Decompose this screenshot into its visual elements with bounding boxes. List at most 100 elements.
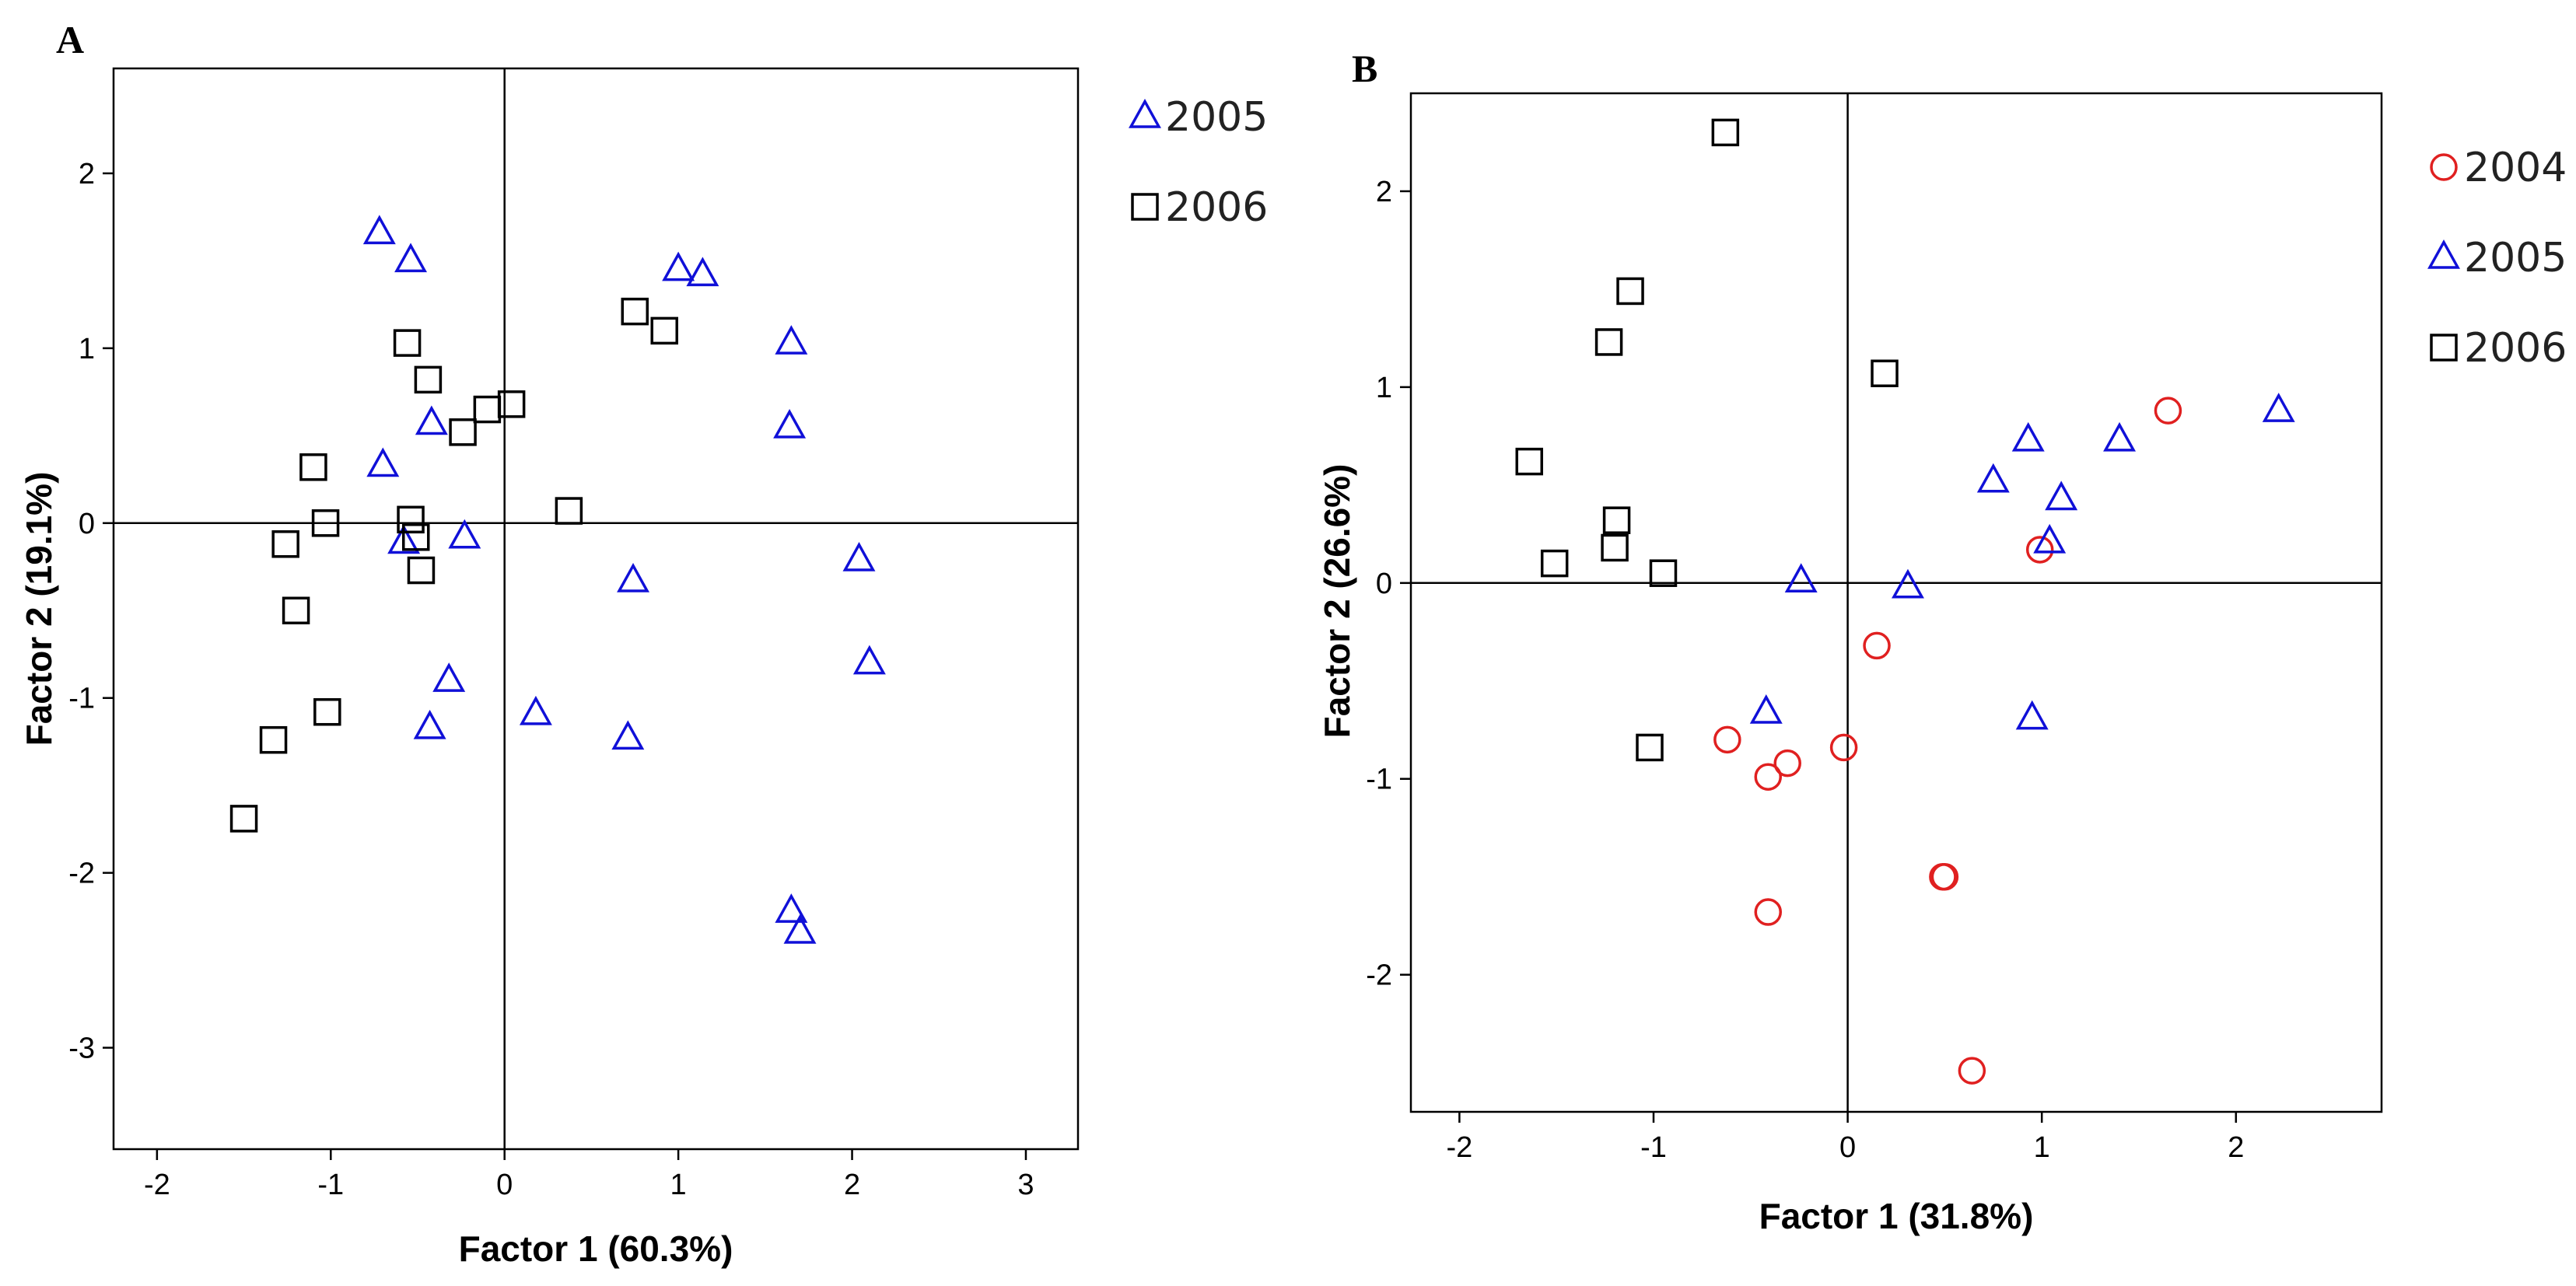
- data-point: 2005: (-0.23, -0.08): [448, 519, 481, 549]
- legend-item-2006: 2006: [2430, 325, 2567, 372]
- data-point: 2004: (-0.02, -0.84): [1829, 733, 1858, 762]
- data-point: 2004: (0.15, -0.32): [1863, 631, 1891, 660]
- y-tick-label: 2: [79, 158, 95, 190]
- data-point: 2006: (0.92, 1.1): [650, 316, 679, 345]
- data-point: 2005: (-0.42, 0.57): [415, 405, 448, 435]
- data-point: 2006: (-1.2, 0.18): [1601, 533, 1629, 562]
- series-2004: 2004: (1.65, 0.88) 2004: (0.99, 0.17) 2004…: [1713, 397, 2182, 1085]
- x-tick-label: -2: [144, 1169, 170, 1201]
- legend-label: 2005: [1165, 94, 1268, 141]
- data-point: 2005: (-0.43, -1.17): [413, 709, 446, 739]
- series-2005: 2005: (0.93, 0.73)2005: (0.75, 0.52) 2005…: [1749, 393, 2295, 730]
- series-2006: 2006: (-0.56, 1.03)2006: (-0.44, 0.82)20…: [229, 297, 679, 833]
- legend: 2004 2005 2006: [2427, 145, 2567, 372]
- legend: 2005 2006: [1129, 94, 1268, 231]
- panel-letter: B: [1352, 47, 1377, 90]
- data-point: 2005: (1.4, 0.73): [2103, 421, 2137, 452]
- data-point: 2005: (-0.7, 0.33): [366, 447, 400, 477]
- data-point: 2006: (-0.54, 0.02): [397, 505, 425, 534]
- data-point: 2006: (-0.48, -0.27): [407, 556, 436, 585]
- data-point: 2004: (0.64, -2.49): [1958, 1057, 1986, 1085]
- data-point: 2006: (-1.33, -1.24): [259, 725, 288, 754]
- data-point: 2004: (0.5, -1.5): [1930, 862, 1959, 891]
- data-point: 2006: (-1.23, 1.23): [1594, 328, 1623, 356]
- y-tick-label: -1: [68, 683, 95, 715]
- data-point: 2005: (-0.58, -0.11): [387, 524, 421, 554]
- data-point: 2006: (-1.64, 0.62): [1515, 447, 1544, 476]
- legend-item-2005: 2005: [1129, 94, 1268, 141]
- data-point: 2005: (2.22, 0.88): [2262, 393, 2295, 422]
- data-point: 2005: (-0.32, -0.9): [432, 662, 466, 692]
- data-point: 2004: (-0.62, -0.8): [1713, 725, 1741, 754]
- x-tick-label: 1: [670, 1169, 687, 1201]
- legend-item-2006: 2006: [1131, 184, 1268, 231]
- data-point: 2006: (-1.51, 0.1): [1540, 549, 1569, 578]
- data-point: 2006: (-0.1, 0.65): [473, 395, 502, 424]
- data-point: 2005: (1.64, 0.55): [773, 409, 807, 439]
- data-point: 2005: (0.95, -0.69): [2015, 700, 2049, 730]
- data-point: 2006: (-1.02, -0.84): [1636, 733, 1664, 762]
- panel-letter: A: [56, 18, 84, 61]
- y-tick-label: 1: [79, 333, 95, 365]
- y-tick-label: 2: [1376, 176, 1392, 208]
- plot-frame: [1409, 92, 2383, 1113]
- legend-label: 2006: [2464, 325, 2567, 372]
- data-point: 2005: (0.75, 0.52): [1976, 463, 2010, 493]
- data-point: 2006: (0.75, 1.21): [621, 297, 649, 326]
- y-axis-title: Factor 2 (26.6%): [1317, 464, 1357, 739]
- legend-marker-triangle-icon: [2427, 239, 2460, 269]
- y-tick-label: 1: [1376, 372, 1392, 404]
- data-point: 2006: (-1.02, -1.08): [313, 697, 341, 726]
- data-point: 2005: (1.1, 0.43): [2045, 481, 2078, 511]
- data-point: 2006: (-1.2, -0.5): [282, 596, 310, 624]
- x-tick-label: 0: [1839, 1131, 1856, 1164]
- data-point: 2004: (1.65, 0.88): [2154, 397, 2182, 425]
- data-point: 2005: (0.18, -1.09): [519, 695, 552, 725]
- legend-label: 2004: [2464, 145, 2567, 191]
- legend-marker-square-icon: [1131, 193, 1159, 221]
- series-2006: 2006: (-0.63, 2.3) 2006: (-1.12, 1.49) 200…: [1515, 118, 1899, 762]
- chart-panel-a: A -2 -1 0 1 2 3 -3 -2 -1 0 1 2 Factor 1 (60.3%) Factor…: [19, 18, 1268, 1269]
- x-tick-label: -1: [1640, 1131, 1667, 1164]
- y-tick-label: 0: [1376, 568, 1392, 600]
- x-tick-label: 1: [2034, 1131, 2050, 1164]
- data-point: 2004: (0.99, 0.17): [2025, 536, 2054, 564]
- x-axis-title: Factor 1 (31.8%): [1759, 1196, 2034, 1236]
- data-point: 2005: (2.1, -0.8): [852, 645, 886, 675]
- data-point: 2006: (-0.51, -0.08): [402, 523, 430, 551]
- data-point: 2005: (1.7, -2.34): [783, 914, 817, 944]
- data-point: 2006: (-0.56, 1.03): [393, 329, 422, 357]
- legend-marker-circle-icon: [2430, 153, 2458, 181]
- x-tick-label: 2: [844, 1169, 860, 1201]
- legend-marker-triangle-icon: [1129, 98, 1161, 128]
- data-point: 2006: (-0.24, 0.52): [449, 418, 477, 446]
- data-point: 2005: (-0.72, 1.66): [362, 215, 396, 245]
- data-point: 2006: (-1.5, -1.69): [229, 805, 258, 833]
- x-axis-title: Factor 1 (60.3%): [459, 1228, 733, 1269]
- data-point: 2005: (0.71, -1.23): [611, 720, 645, 750]
- plot-frame: [112, 67, 1080, 1151]
- y-tick-label: 0: [79, 508, 95, 540]
- y-axis-title: Factor 2 (19.1%): [19, 472, 59, 746]
- chart-panel-b: B -2 -1 0 1 2 -2 -1 0 1 2 Factor 1 (31.8%) Factor 2 …: [1317, 47, 2567, 1236]
- x-tick-label: 2: [2228, 1131, 2244, 1164]
- legend-label: 2006: [1165, 184, 1268, 231]
- x-tick-label: 0: [496, 1169, 513, 1201]
- y-tick-label: -1: [1366, 764, 1392, 796]
- data-point: 2006: (0.19, 1.07): [1871, 359, 1899, 387]
- data-point: 2005: (-0.24, 0.01): [1784, 563, 1818, 592]
- y-tick-label: -2: [68, 858, 95, 890]
- series-2005: 2005: (-0.72, 1.66)2005: (-0.54, 1.5) 200…: [362, 215, 886, 944]
- data-point: 2005: (1.65, -2.22): [775, 893, 808, 923]
- data-point: 2006: (-0.95, 0.05): [1649, 559, 1678, 587]
- data-point: 2006: (-0.63, 2.3): [1711, 118, 1740, 147]
- data-point: 2005: (1.14, 1.42): [686, 257, 719, 287]
- data-point: 2006: (0.04, 0.68): [497, 390, 526, 418]
- data-point: 2006: (-1.1, 0.32): [299, 453, 327, 481]
- data-point: 2006: (-1.19, 0.32): [1602, 506, 1631, 534]
- data-point: 2005: (0.93, 0.73): [2011, 421, 2045, 452]
- legend-marker-square-icon: [2430, 334, 2458, 362]
- x-tick-label: -1: [317, 1169, 344, 1201]
- y-tick-label: -3: [68, 1033, 95, 1065]
